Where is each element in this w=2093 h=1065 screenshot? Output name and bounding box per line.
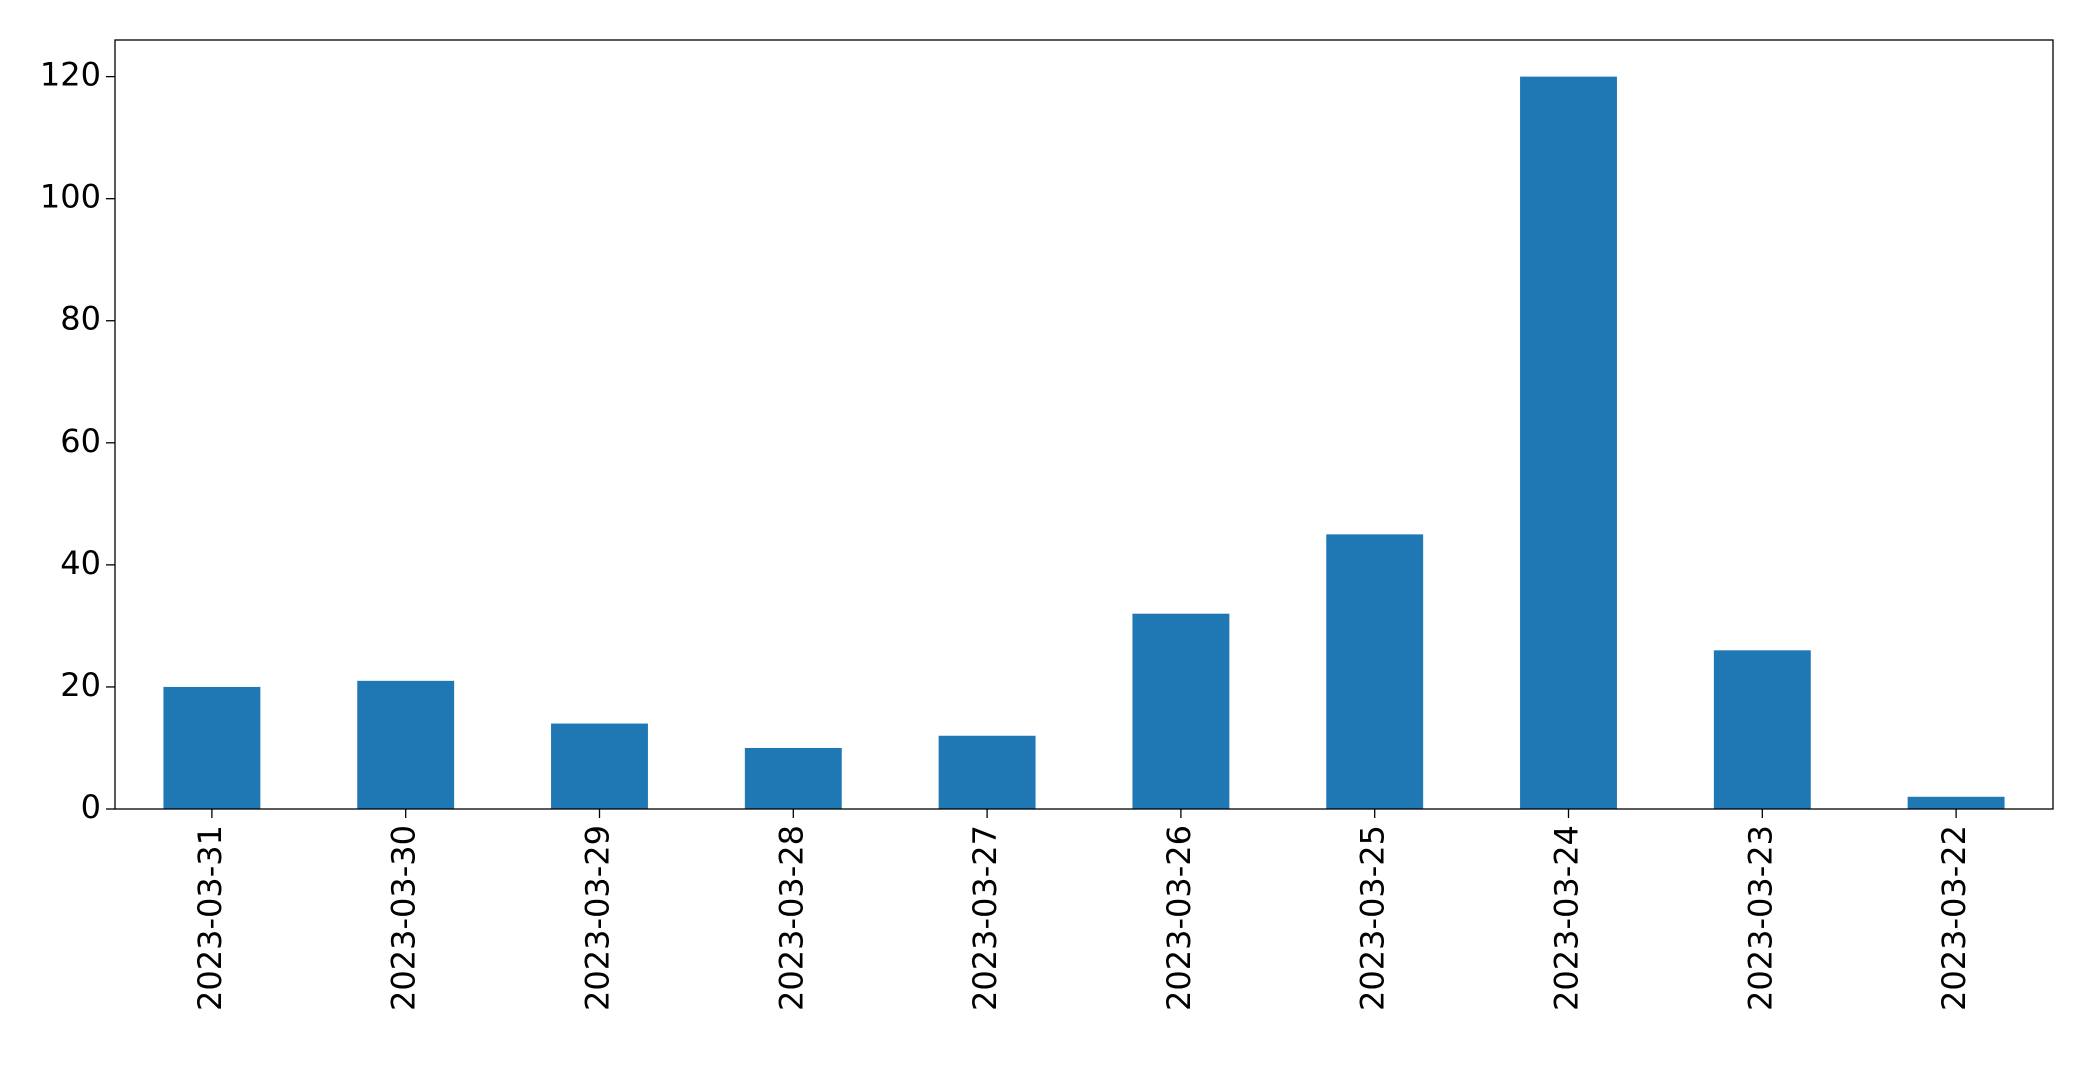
bar [744,747,842,809]
y-tick-label: 40 [60,544,101,582]
y-tick-label: 0 [81,788,101,826]
x-tick-label: 2023-03-28 [772,825,810,1011]
x-tick-label: 2023-03-27 [966,825,1004,1011]
bar [938,735,1036,809]
y-tick-label: 60 [60,422,101,460]
bar [1326,534,1424,809]
bar [1713,650,1811,809]
x-tick-label: 2023-03-24 [1548,825,1586,1011]
y-tick-label: 80 [60,300,101,338]
axes-frame [114,39,2054,810]
x-tick-label: 2023-03-31 [191,825,229,1011]
y-tick-label: 120 [40,56,101,94]
plot-area: 0 20 40 60 80 100 120 2023-03-31 2023-03-30 2023-… [40,56,2005,1011]
x-tick-label: 2023-03-25 [1354,825,1392,1011]
y-tick-label: 100 [40,178,101,216]
x-tick-label: 2023-03-23 [1741,825,1779,1011]
x-tick-label: 2023-03-30 [385,825,423,1011]
x-tick-label: 2023-03-29 [579,825,617,1011]
bar [1132,613,1230,809]
bar [551,723,648,809]
bar [163,686,261,809]
bar [357,680,455,809]
y-tick-label: 20 [60,666,101,704]
x-tick-label: 2023-03-22 [1935,825,1973,1011]
bar [1520,76,1617,810]
x-tick-label: 2023-03-26 [1160,825,1198,1011]
bar [1907,796,2005,809]
